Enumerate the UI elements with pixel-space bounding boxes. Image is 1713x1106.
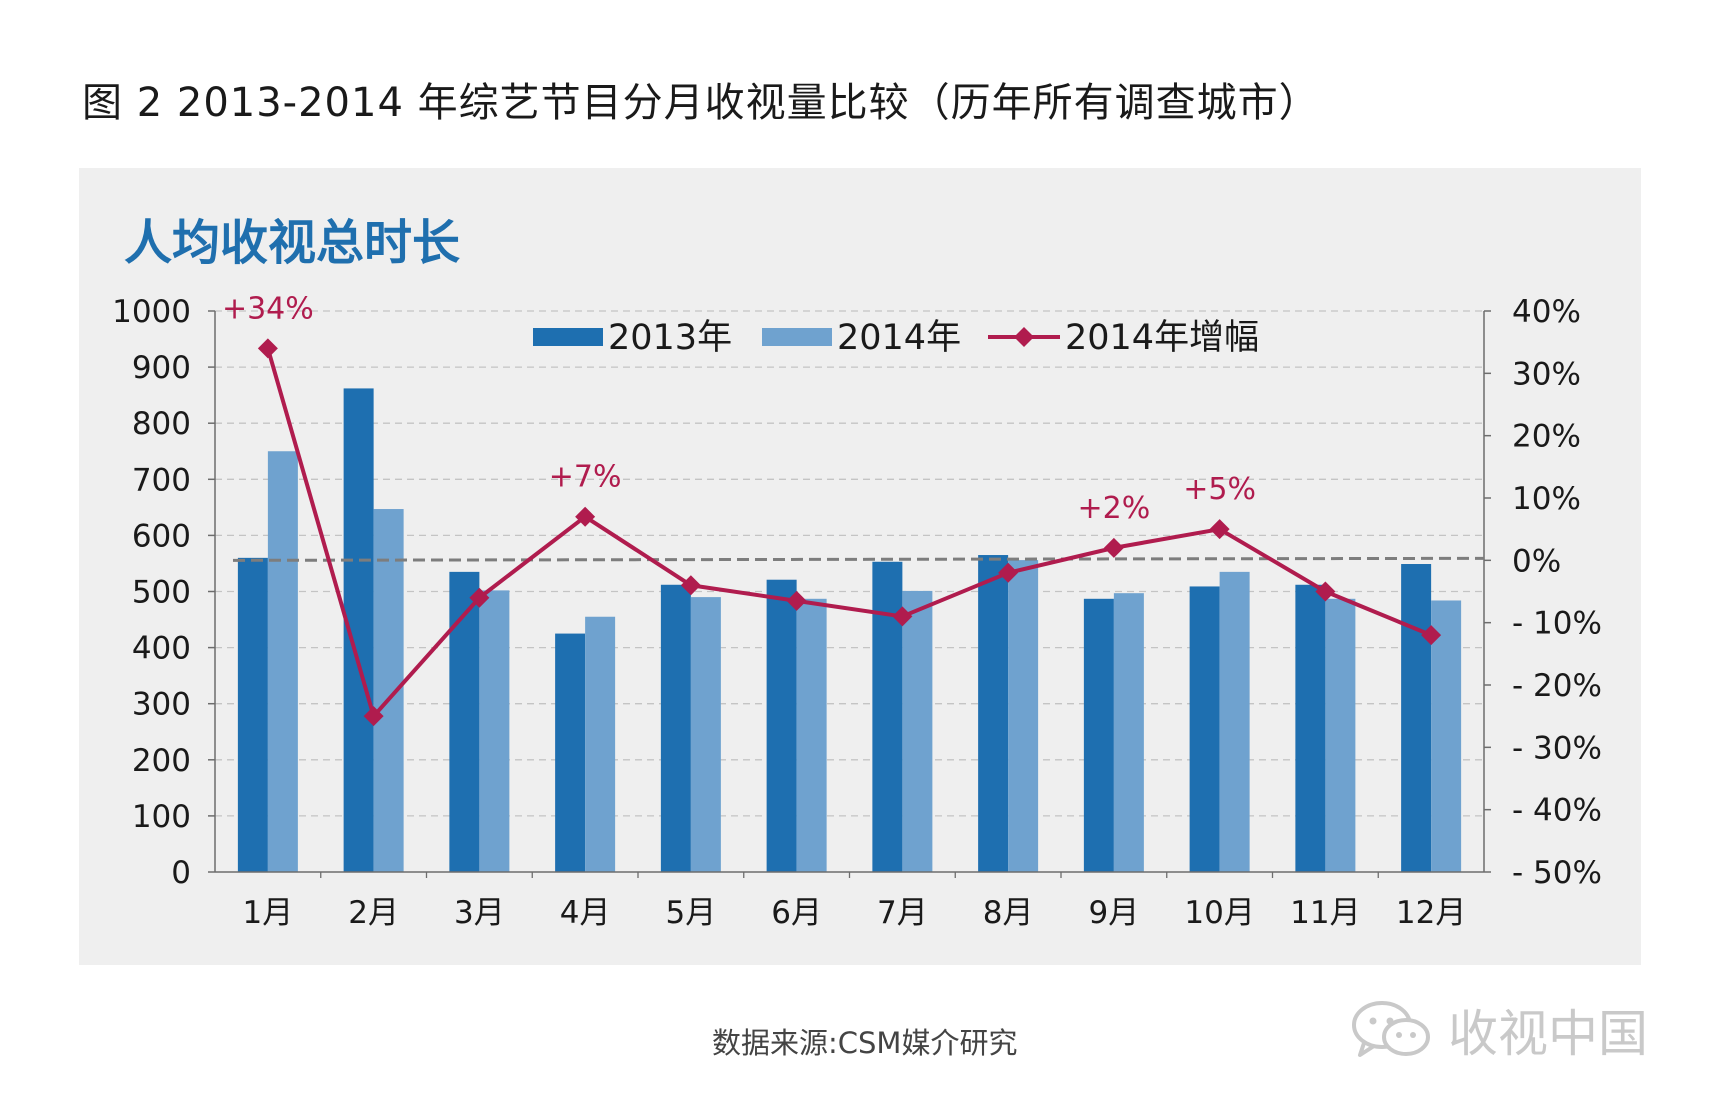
bar-2014	[796, 598, 827, 872]
x-tick-label: 4月	[560, 895, 611, 931]
y-left-tick-label: 800	[132, 406, 191, 442]
y-right-tick-label: - 20%	[1512, 668, 1602, 704]
growth-marker	[469, 587, 490, 608]
x-tick-label: 12月	[1396, 895, 1466, 931]
data-source-note: 数据来源:CSM媒介研究	[712, 1026, 1018, 1060]
y-right-tick-label: 40%	[1512, 294, 1581, 330]
growth-marker	[786, 590, 807, 611]
x-tick-label: 10月	[1184, 895, 1254, 931]
y-left-tick-label: 0	[171, 855, 191, 891]
legend-layer: 2013年 2014年 2014年增幅	[533, 318, 1259, 358]
bar-2014	[1325, 598, 1356, 872]
x-tick-label: 6月	[771, 895, 822, 931]
bar-2013	[1083, 598, 1114, 872]
bar-2014	[479, 590, 510, 872]
x-tick-label: 8月	[983, 895, 1034, 931]
watermark: 收视中国	[1350, 995, 1648, 1065]
bar-2014	[1113, 593, 1144, 872]
axis-layer: 0 100 200 300 400 500 600 700 800 900 1000 - 50% - 4…	[112, 294, 1602, 931]
y-left-tick-label: 200	[132, 743, 191, 779]
bar-2013	[237, 557, 268, 872]
bar-2014	[585, 616, 616, 872]
chart-panel	[79, 168, 1641, 965]
bar-2013	[555, 633, 586, 872]
growth-marker	[998, 562, 1019, 583]
bar-2013	[1295, 584, 1326, 872]
bar-2014	[902, 590, 933, 872]
label-layer: +34% +7% +2% +5%	[222, 291, 1256, 525]
bar-2013	[978, 555, 1009, 872]
y-left-tick-label: 700	[132, 462, 191, 498]
growth-marker	[1421, 625, 1442, 646]
bar-2013	[660, 584, 691, 872]
legend-swatch-2013	[533, 328, 603, 346]
x-tick-label: 5月	[666, 895, 717, 931]
bar-2013	[766, 579, 797, 872]
y-right-tick-label: 10%	[1512, 481, 1581, 517]
y-left-tick-label: 600	[132, 518, 191, 554]
bar-2013	[1189, 586, 1220, 872]
x-tick-label: 7月	[877, 895, 928, 931]
bar-layer	[237, 388, 1462, 872]
legend-marker-growth	[1014, 327, 1034, 347]
bar-2013	[1401, 564, 1432, 872]
y-right-tick-label: 20%	[1512, 419, 1581, 455]
bar-2014	[267, 451, 298, 872]
growth-marker	[1103, 537, 1124, 558]
y-right-tick-label: 0%	[1512, 543, 1561, 579]
y-left-tick-label: 900	[132, 350, 191, 386]
bar-2014	[690, 597, 721, 872]
legend-label-2014: 2014年	[837, 318, 961, 358]
wechat-icon	[1352, 1001, 1430, 1057]
y-right-tick-label: - 10%	[1512, 606, 1602, 642]
x-tick-label: 9月	[1089, 895, 1140, 931]
line-layer	[232, 338, 1485, 727]
y-left-tick-label: 500	[132, 575, 191, 611]
growth-annotation: +5%	[1183, 472, 1256, 507]
y-left-tick-label: 400	[132, 631, 191, 667]
growth-annotation: +2%	[1078, 491, 1151, 526]
growth-marker	[892, 606, 913, 627]
legend-swatch-2014	[762, 328, 832, 346]
y-right-tick-label: 30%	[1512, 356, 1581, 392]
x-tick-label: 11月	[1290, 895, 1360, 931]
legend-label-growth: 2014年增幅	[1065, 318, 1259, 358]
growth-marker	[575, 506, 596, 527]
growth-marker	[680, 575, 701, 596]
legend-label-2013: 2013年	[608, 318, 732, 358]
growth-marker	[363, 706, 384, 727]
growth-annotation: +7%	[549, 460, 622, 495]
x-tick-label: 2月	[348, 895, 399, 931]
y-left-tick-label: 300	[132, 687, 191, 723]
grid-layer	[215, 310, 1484, 817]
bar-2013	[872, 561, 903, 872]
x-tick-label: 3月	[454, 895, 505, 931]
growth-marker	[1209, 519, 1230, 540]
growth-line	[265, 347, 1432, 719]
y-right-tick-label: - 30%	[1512, 730, 1602, 766]
bar-2014	[1008, 560, 1039, 872]
figure-title: 图 2 2013-2014 年综艺节目分月收视量比较（历年所有调查城市）	[82, 80, 1320, 126]
growth-marker	[257, 338, 278, 359]
growth-marker	[1315, 581, 1336, 602]
bar-2014	[1431, 600, 1462, 872]
x-tick-label: 1月	[243, 895, 294, 931]
y-right-tick-label: - 40%	[1512, 793, 1602, 829]
zero-reference-line	[232, 556, 1485, 562]
y-right-tick-label: - 50%	[1512, 855, 1602, 891]
bar-2014	[1219, 571, 1250, 872]
bar-2013	[449, 571, 480, 872]
watermark-text: 收视中国	[1448, 1005, 1648, 1063]
y-left-tick-label: 100	[132, 799, 191, 835]
y-left-tick-label: 1000	[112, 294, 191, 330]
growth-annotation: +34%	[222, 291, 314, 326]
chart-title: 人均收视总时长	[124, 215, 461, 271]
